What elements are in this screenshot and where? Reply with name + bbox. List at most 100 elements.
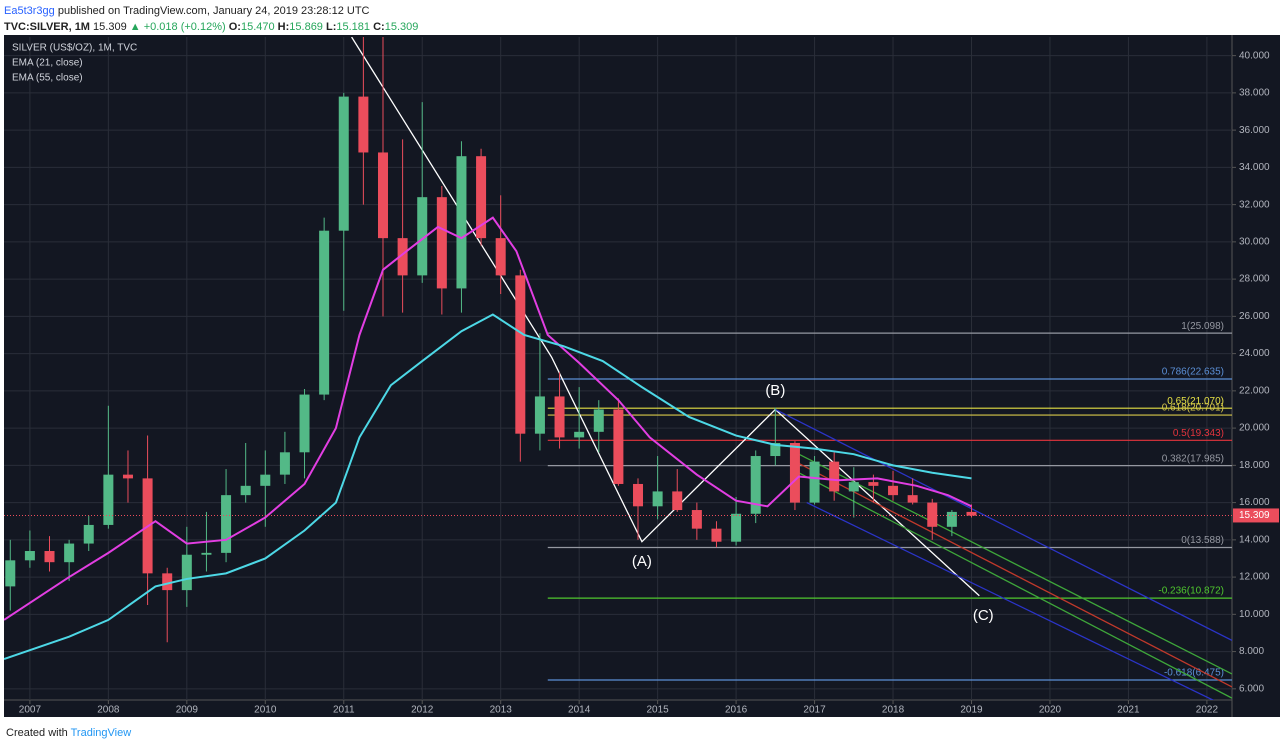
fib-label: 0.382(17.985)	[1162, 453, 1224, 464]
last-price-label: 15.309	[1239, 510, 1270, 521]
candle-body	[652, 491, 663, 507]
candle-body	[534, 396, 545, 434]
x-tick-label: 2015	[647, 705, 670, 716]
y-tick-label: 6.000	[1239, 683, 1264, 694]
candle-body	[417, 197, 428, 276]
candle-body	[279, 452, 290, 475]
candle-body	[64, 543, 75, 563]
fib-label: 0.618(20.701)	[1162, 403, 1224, 414]
y-tick-label: 12.000	[1239, 572, 1270, 583]
candle-body	[750, 456, 761, 514]
candle-body	[103, 474, 114, 525]
drawing-line	[798, 462, 1232, 688]
candle-body	[44, 551, 55, 563]
candle-body	[711, 528, 722, 542]
x-tick-label: 2011	[333, 705, 355, 716]
legend-entry: EMA (21, close)	[12, 58, 83, 69]
candle-body	[436, 197, 447, 289]
plot-area: 1(25.098) 0.786(22.635) 0.65(21.070)0.618(…	[4, 37, 1232, 700]
candle-body	[593, 409, 604, 432]
ohlc-key: O:	[228, 21, 241, 33]
y-tick-label: 22.000	[1239, 385, 1270, 396]
legend-entry: EMA (55, close)	[12, 73, 83, 84]
header: Ea5t3r3gg published on TradingView.com, …	[4, 3, 418, 35]
y-tick-label: 38.000	[1239, 88, 1270, 99]
chart-background	[4, 35, 1280, 717]
fib-label: 0(13.588)	[1181, 535, 1224, 546]
fib-label: 0.65(21.070)	[1167, 396, 1224, 407]
candle-body	[809, 461, 820, 503]
candle-body	[476, 156, 487, 239]
candle-body	[554, 396, 565, 438]
y-tick-label: 36.000	[1239, 125, 1270, 136]
candle-body	[731, 513, 742, 542]
candle-body	[515, 275, 526, 434]
candle-body	[789, 442, 800, 503]
candle-body	[319, 230, 330, 395]
x-tick-label: 2013	[490, 705, 513, 716]
x-tick-label: 2016	[725, 705, 748, 716]
ohlc-key: H:	[277, 21, 290, 33]
candle-body	[574, 431, 585, 438]
candle-body	[456, 156, 467, 289]
candle-body	[946, 511, 957, 527]
candle-body	[5, 560, 16, 587]
y-tick-label: 26.000	[1239, 311, 1270, 322]
candle-body	[613, 409, 624, 484]
ohlc-key: C:	[373, 21, 385, 33]
price: 15.309	[93, 21, 127, 33]
drawing-line	[775, 408, 1232, 641]
fib-label: -0.618(6.475)	[1164, 668, 1224, 679]
ohlc-value: 15.470	[240, 21, 275, 33]
candle-body	[299, 394, 310, 453]
brand-link[interactable]: TradingView	[70, 727, 132, 739]
x-tick-label: 2007	[19, 705, 42, 716]
ohlc-key: L:	[326, 21, 337, 33]
x-tick-label: 2008	[97, 705, 120, 716]
ema-line	[4, 313, 972, 660]
candle-body	[24, 551, 35, 561]
y-tick-label: 30.000	[1239, 237, 1270, 248]
ema-line	[4, 216, 972, 621]
x-tick-label: 2012	[411, 705, 434, 716]
candle-body	[377, 152, 388, 239]
x-tick-label: 2009	[176, 705, 199, 716]
y-tick-label: 16.000	[1239, 497, 1270, 508]
fib-label: 0.786(22.635)	[1162, 367, 1224, 378]
candle-body	[848, 482, 859, 492]
candle-body	[122, 474, 133, 479]
fib-label: 1(25.098)	[1181, 321, 1224, 332]
publish-info: published on TradingView.com, January 24…	[57, 5, 370, 17]
candle-body	[927, 502, 938, 527]
axes: 6.000 8.000 10.000 12.000 14.000 16.000 18.000…	[19, 50, 1279, 716]
publish-line: Ea5t3r3gg published on TradingView.com, …	[4, 3, 418, 19]
ohlc-value: 15.309	[384, 21, 419, 33]
y-tick-label: 10.000	[1239, 609, 1270, 620]
x-tick-label: 2017	[803, 705, 826, 716]
candle-body	[829, 461, 840, 492]
candle-body	[888, 485, 899, 496]
y-tick-label: 18.000	[1239, 460, 1270, 471]
candle-body	[201, 552, 212, 555]
x-tick-label: 2020	[1039, 705, 1062, 716]
fib-label: -0.236(10.872)	[1158, 586, 1224, 597]
candle-body	[240, 485, 251, 496]
footer: Created with TradingView	[6, 727, 131, 739]
drawing-line	[351, 37, 980, 597]
y-tick-label: 34.000	[1239, 162, 1270, 173]
symbol: TVC:SILVER, 1M	[4, 21, 90, 33]
candle-body	[260, 474, 271, 486]
fib-label: 0.5(19.343)	[1173, 428, 1224, 439]
ohlc-value: 15.869	[289, 21, 323, 33]
x-tick-label: 2021	[1117, 705, 1140, 716]
x-tick-label: 2018	[882, 705, 905, 716]
author-link[interactable]: Ea5t3r3gg	[4, 5, 55, 17]
candle-body	[672, 491, 683, 511]
candle-body	[966, 511, 977, 516]
x-tick-label: 2019	[960, 705, 983, 716]
candle-body	[633, 483, 644, 507]
wave-label: (A)	[632, 553, 652, 570]
candle-body	[338, 96, 349, 231]
